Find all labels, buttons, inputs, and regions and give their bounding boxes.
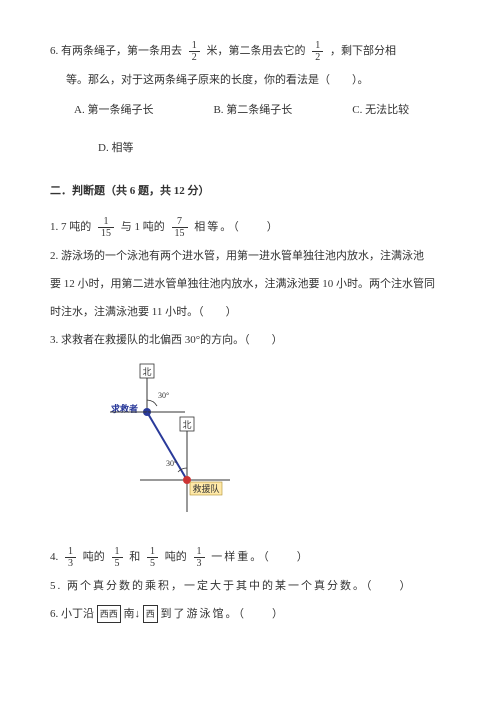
j1-tail: 相等。（ ） [194,221,280,233]
j6-box1: 西西 [97,605,121,623]
north-label-2: 北 [182,420,191,430]
j1-mid: 与 1 吨的 [121,221,165,233]
q6-options-row1: A. 第一条绳子长 B. 第二条绳子长 C. 无法比较 [50,101,450,121]
q6-tail1: ，剩下部分相 [330,45,396,57]
j4-prefix: 4. [50,551,58,563]
j5: 5. 两个真分数的乘积，一定大于其中的某一个真分数。（ ） [50,577,450,597]
j6-box2: 西 [143,605,158,623]
j1-frac1: 1 15 [98,216,114,239]
j1-prefix: 1. 7 吨的 [50,221,91,233]
j1-frac2: 7 15 [172,216,188,239]
j6: 6. 小丁沿 西西 南↓ 西 到了游泳馆。（ ） [50,605,450,625]
q6-optB: B. 第二条绳子长 [213,101,292,121]
direction-diagram: 北 求救者 30° 北 30° 救援队 [90,362,450,530]
q6-prefix: 6. 有两条绳子，第一条用去 [50,45,182,57]
section2-title: 二．判断题（共 6 题，共 12 分） [50,182,450,202]
j2-l1: 2. 游泳场的一个泳池有两个进水管，用第一进水管单独往池内放水，注满泳池 [50,247,450,267]
rescue-label: 救援队 [192,483,219,494]
q6-optD: D. 相等 [50,139,450,159]
q6-frac2: 1 2 [312,40,323,63]
q6-line1: 6. 有两条绳子，第一条用去 1 2 米，第二条用去它的 1 2 ，剩下部分相 [50,40,450,63]
q6-mid1: 米，第二条用去它的 [207,45,306,57]
j4-f1: 1 3 [65,546,76,569]
j6-tail: 到了游泳馆。（ ） [161,608,286,620]
j6-prefix: 6. 小丁沿 [50,608,94,620]
j4-f4: 1 3 [194,546,205,569]
j2-l3: 时注水，注满泳池要 11 小时。（ ） [50,303,450,323]
j4-f2: 1 5 [112,546,123,569]
q6-frac1: 1 2 [189,40,200,63]
j4-t3: 吨的 [165,551,187,563]
j4-t2: 和 [129,551,140,563]
j4-t1: 吨的 [83,551,105,563]
j2-l2: 要 12 小时，用第二进水管单独往池内放水，注满泳池要 10 小时。两个注水管同 [50,275,450,295]
diagram-svg: 北 求救者 30° 北 30° 救援队 [90,362,240,522]
q6-optC: C. 无法比较 [352,101,409,121]
j3: 3. 求救者在救援队的北偏西 30°的方向。（ ） [50,331,450,351]
angle-upper: 30° [158,391,169,400]
j4-tail: 一样重。（ ） [211,551,310,563]
angle-lower: 30° [166,459,177,468]
q6-optA: A. 第一条绳子长 [74,101,153,121]
north-label-1: 北 [142,367,151,377]
j6-mid: 南↓ [124,608,141,620]
j4-f3: 1 5 [147,546,158,569]
j1: 1. 7 吨的 1 15 与 1 吨的 7 15 相等。（ ） [50,216,450,239]
j4: 4. 1 3 吨的 1 5 和 1 5 吨的 1 3 一样重。（ ） [50,546,450,569]
q6-line2: 等。那么，对于这两条绳子原来的长度，你的看法是（ ）。 [50,71,450,91]
